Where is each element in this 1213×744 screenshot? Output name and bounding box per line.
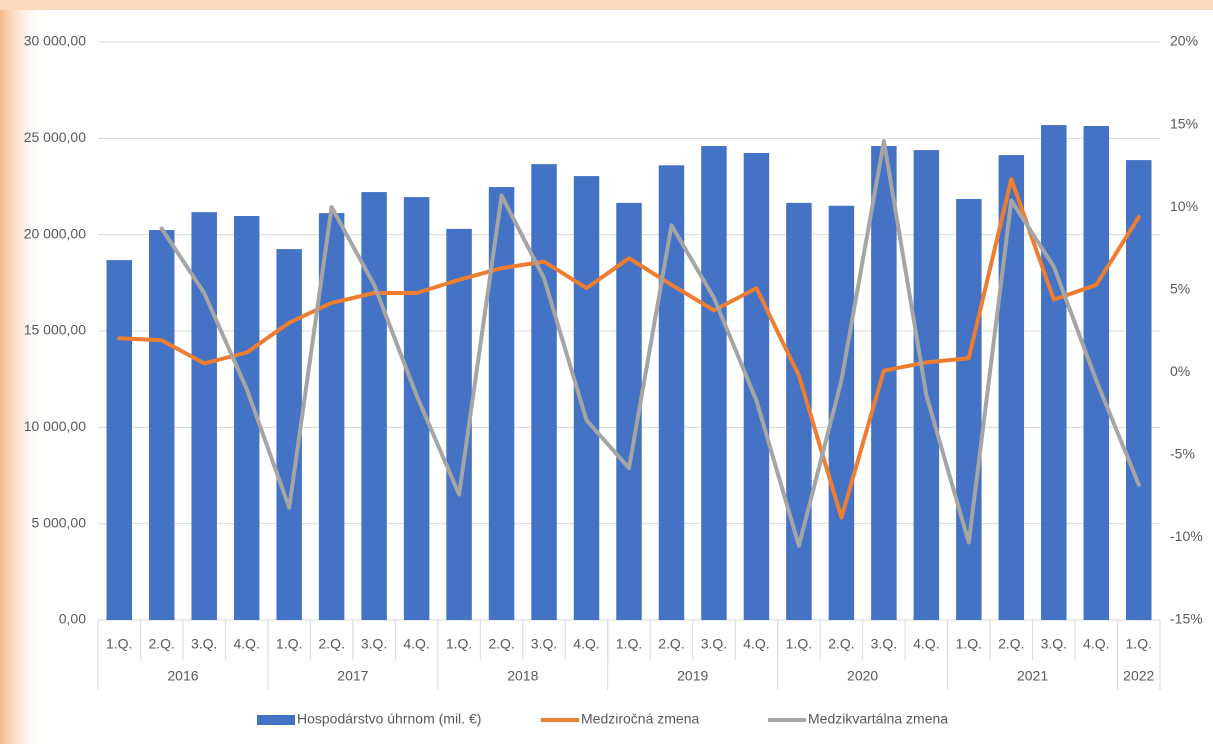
y2-tick-label: 15%	[1170, 115, 1198, 131]
x-group-label: 2016	[167, 668, 198, 684]
y2-tick-label: 10%	[1170, 198, 1198, 214]
x-tick-label: 1.Q.	[106, 636, 132, 652]
legend-swatch	[257, 715, 295, 725]
legend-label: Medzikvartálna zmena	[808, 711, 948, 727]
line	[159, 139, 1141, 548]
y-tick-label: 25 000,00	[24, 129, 86, 145]
x-group-label: 2017	[337, 668, 368, 684]
x-tick-label: 4.Q.	[1083, 636, 1109, 652]
legend-label: Hospodárstvo úhrnom (mil. €)	[297, 711, 481, 727]
x-tick-label: 4.Q.	[743, 636, 769, 652]
bar	[743, 152, 770, 620]
bar	[148, 230, 175, 620]
y-tick-label: 5 000,00	[32, 514, 87, 530]
x-tick-label: 1.Q.	[446, 636, 472, 652]
x-tick-label: 3.Q.	[531, 636, 557, 652]
x-group-label: 2019	[677, 668, 708, 684]
legend-label: Medziročná zmena	[581, 711, 699, 727]
x-group-label: 2022	[1123, 668, 1154, 684]
x-tick-label: 1.Q.	[276, 636, 302, 652]
bar	[573, 176, 600, 620]
x-tick-label: 1.Q.	[616, 636, 642, 652]
bar	[106, 260, 132, 620]
x-tick-label: 3.Q.	[871, 636, 897, 652]
x-tick-label: 3.Q.	[361, 636, 387, 652]
bar	[998, 155, 1025, 620]
x-tick-label: 3.Q.	[1041, 636, 1067, 652]
y-tick-label: 0,00	[59, 611, 86, 627]
x-tick-label: 3.Q.	[191, 636, 217, 652]
x-tick-label: 1.Q.	[1126, 636, 1152, 652]
bar	[191, 212, 217, 620]
y2-tick-label: -10%	[1170, 528, 1203, 544]
x-tick-label: 4.Q.	[233, 636, 259, 652]
background-edge	[0, 0, 40, 744]
bar	[1126, 160, 1152, 620]
y-tick-label: 15 000,00	[24, 322, 86, 338]
bar	[1083, 126, 1110, 620]
x-tick-label: 2.Q.	[658, 636, 684, 652]
bar	[956, 199, 982, 621]
bar	[361, 192, 387, 620]
x-tick-label: 1.Q.	[786, 636, 812, 652]
x-tick-label: 2.Q.	[488, 636, 514, 652]
x-tick-label: 2.Q.	[828, 636, 854, 652]
y2-tick-label: 20%	[1170, 33, 1198, 49]
x-group-label: 2021	[1017, 668, 1048, 684]
x-tick-label: 2.Q.	[148, 636, 174, 652]
x-tick-label: 2.Q.	[318, 636, 344, 652]
bar	[701, 146, 727, 621]
y2-tick-label: 0%	[1170, 363, 1190, 379]
y-tick-label: 10 000,00	[24, 418, 86, 434]
bar	[403, 197, 430, 620]
y-tick-label: 30 000,00	[24, 33, 86, 49]
x-tick-label: 4.Q.	[403, 636, 429, 652]
bar	[1041, 125, 1067, 620]
background-top	[0, 0, 1213, 10]
y2-tick-label: -5%	[1170, 446, 1195, 462]
y2-tick-label: -15%	[1170, 611, 1203, 627]
x-tick-label: 4.Q.	[913, 636, 939, 652]
x-tick-label: 3.Q.	[701, 636, 727, 652]
x-group-label: 2018	[507, 668, 538, 684]
bar	[871, 146, 897, 621]
bar	[531, 164, 557, 620]
y2-tick-label: 5%	[1170, 280, 1190, 296]
x-tick-label: 4.Q.	[573, 636, 599, 652]
line	[117, 177, 1141, 520]
x-tick-label: 2.Q.	[998, 636, 1024, 652]
bar	[786, 202, 812, 621]
y-tick-label: 20 000,00	[24, 225, 86, 241]
x-group-label: 2020	[847, 668, 878, 684]
x-tick-label: 1.Q.	[956, 636, 982, 652]
